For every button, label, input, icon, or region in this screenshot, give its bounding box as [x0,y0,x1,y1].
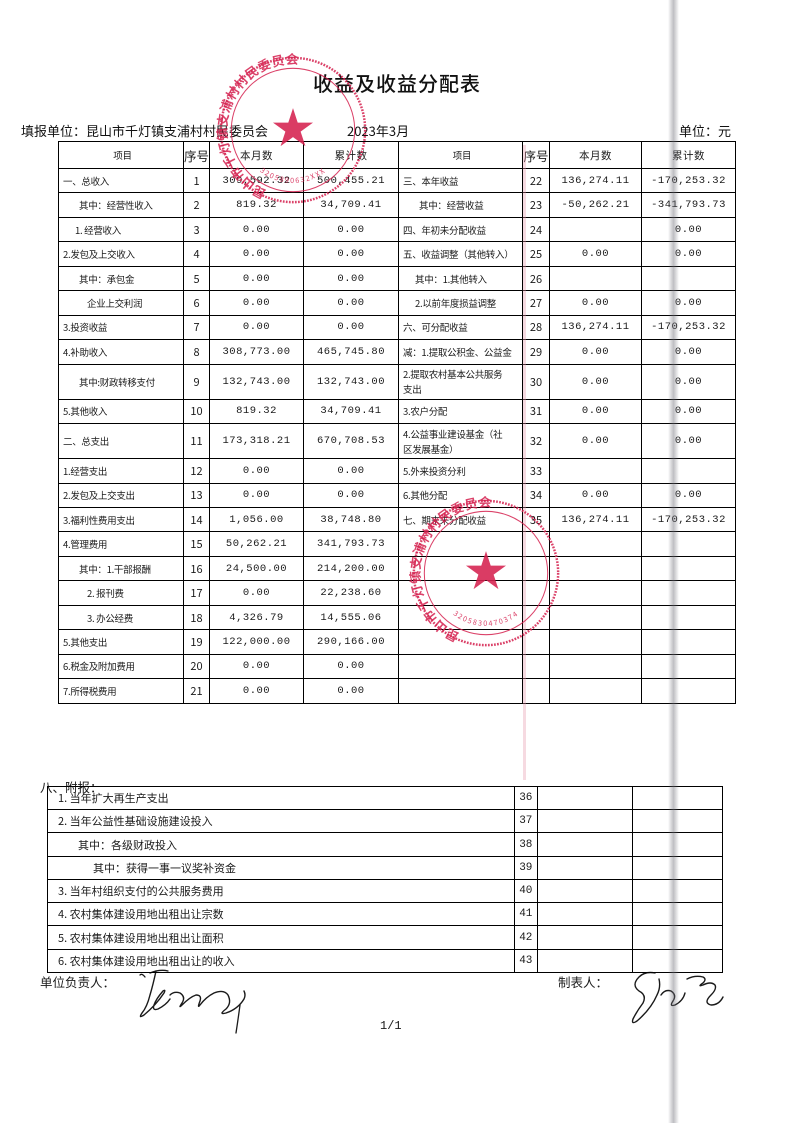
svg-text:3205890632XXX: 3205890632XXX [258,166,328,186]
svg-text:3205830470374: 3205830470374 [451,608,521,628]
